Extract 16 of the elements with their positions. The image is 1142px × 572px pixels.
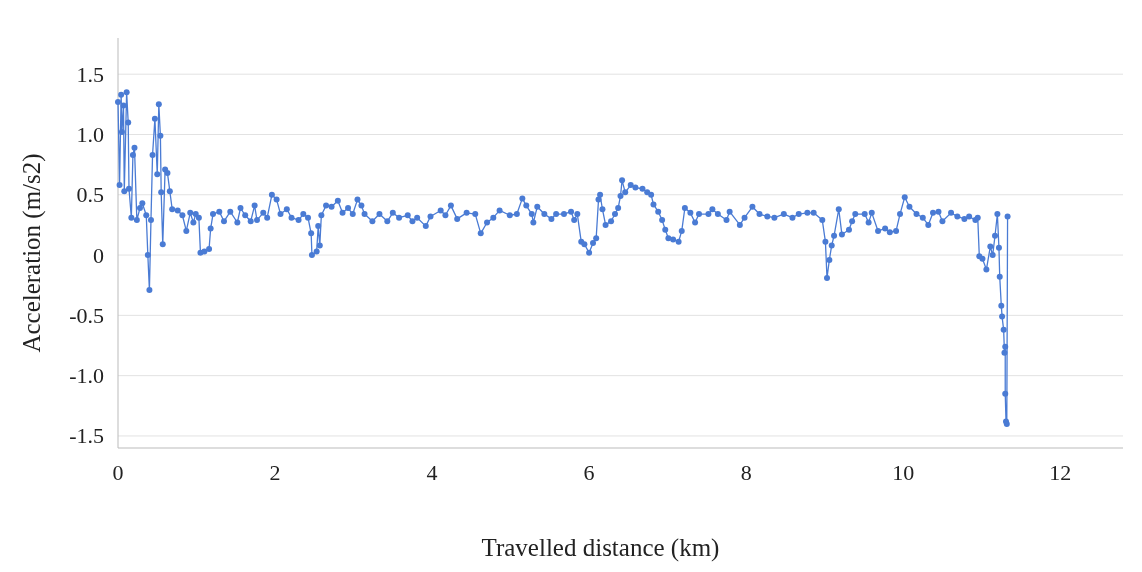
y-tick-label: -1.5	[69, 423, 104, 449]
x-tick-label: 2	[269, 460, 281, 485]
x-tick-label: 10	[892, 460, 915, 485]
x-tick-label: 12	[1049, 460, 1072, 485]
x-tick-label: 6	[583, 460, 595, 485]
y-tick-label: -1.0	[69, 363, 104, 389]
y-tick-label: 0	[93, 242, 104, 268]
y-tick-label: 0.5	[76, 182, 104, 208]
y-tick-label: -0.5	[69, 302, 104, 328]
x-axis-title: Travelled distance (km)	[481, 534, 720, 562]
y-tick-label: 1.0	[76, 121, 104, 147]
y-axis-title: Acceleration (m/s2)	[18, 153, 46, 353]
y-tick-label: 1.5	[76, 61, 104, 87]
x-tick-label: 4	[426, 460, 438, 485]
x-tick-label: 0	[112, 460, 124, 485]
x-tick-label: 8	[740, 460, 752, 485]
